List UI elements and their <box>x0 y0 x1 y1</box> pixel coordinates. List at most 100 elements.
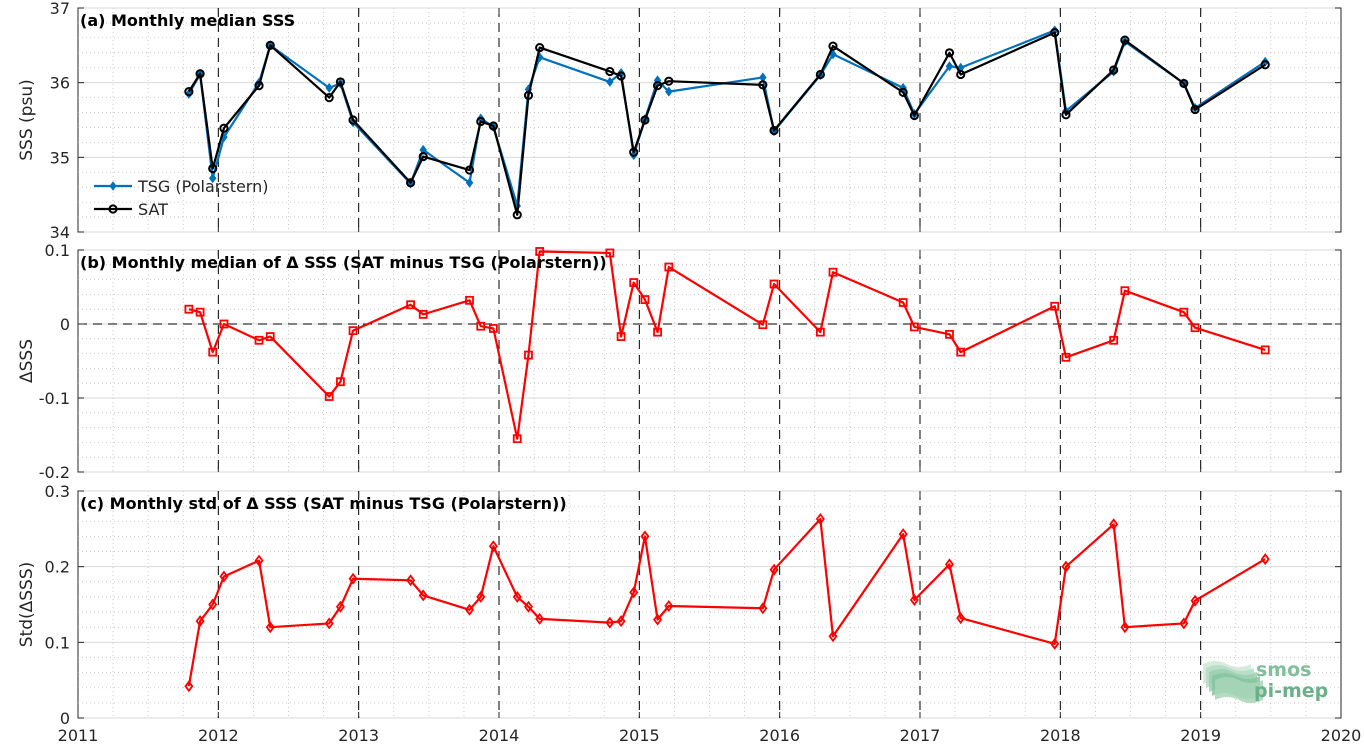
y-axis-label: Std(ΔSSS) <box>17 562 37 648</box>
legend-marker <box>109 181 117 191</box>
data-point <box>769 125 779 136</box>
data-point <box>324 93 334 103</box>
data-point <box>1109 65 1119 75</box>
data-point <box>535 247 545 256</box>
data-point <box>1120 35 1130 45</box>
data-point <box>265 40 275 50</box>
y-tick-label: 34 <box>50 223 70 242</box>
data-point <box>1179 307 1189 317</box>
data-point <box>956 69 966 80</box>
data-point <box>1190 104 1200 115</box>
panel-title: (a) Monthly median SSS <box>80 11 295 30</box>
x-tick-label: 2012 <box>198 726 239 745</box>
y-tick-label: 37 <box>50 0 70 18</box>
y-tick-label: 35 <box>50 148 70 167</box>
panel-c: 0 0.1 0.2 0.3 Std(ΔSSS) (c) Monthly std of Δ … <box>17 482 1342 728</box>
data-point <box>944 48 955 58</box>
data-point <box>815 327 825 337</box>
data-point <box>184 680 194 693</box>
data-point <box>828 630 838 643</box>
panel-title: (b) Monthly median of Δ SSS (SAT minus T… <box>80 253 607 272</box>
data-point <box>1061 560 1071 573</box>
data-point <box>195 307 205 317</box>
data-point <box>405 178 416 188</box>
data-point <box>254 554 264 567</box>
data-point <box>265 332 275 341</box>
legend-marker <box>108 204 118 214</box>
data-point <box>653 327 662 337</box>
data-point <box>909 593 919 606</box>
data-point <box>898 298 908 307</box>
data-point <box>208 173 217 184</box>
data-point <box>758 320 768 330</box>
data-point <box>664 262 674 272</box>
data-point <box>524 350 533 360</box>
x-tick-label: 2017 <box>900 726 941 745</box>
x-tick-label: 2015 <box>619 726 660 745</box>
data-point <box>629 147 639 157</box>
data-point <box>208 347 218 357</box>
panel-title: (c) Monthly std of Δ SSS (SAT minus TSG … <box>80 494 567 513</box>
data-point <box>336 377 345 387</box>
data-point <box>815 512 825 525</box>
data-point <box>465 603 475 616</box>
data-point <box>605 66 615 77</box>
data-point <box>219 570 229 583</box>
data-point <box>629 586 639 599</box>
data-point <box>476 590 486 603</box>
data-point <box>219 123 229 133</box>
data-point <box>944 558 954 571</box>
data-point <box>652 81 663 91</box>
data-point <box>184 304 194 314</box>
data-point <box>945 61 954 72</box>
y-tick-label: 0.2 <box>45 558 70 577</box>
data-point <box>909 110 919 121</box>
x-tick-label: 2013 <box>338 726 379 745</box>
data-point <box>335 600 345 613</box>
x-tick-label: 2016 <box>759 726 800 745</box>
y-axis-label: ΔSSS <box>17 339 37 383</box>
data-point <box>1190 323 1200 333</box>
data-point <box>335 77 346 87</box>
y-tick-label: -0.1 <box>39 389 70 408</box>
data-point <box>325 82 333 93</box>
data-point <box>324 617 334 630</box>
data-point <box>512 590 522 603</box>
data-point <box>488 121 498 131</box>
data-point <box>1120 286 1130 296</box>
data-point <box>640 115 650 125</box>
y-tick-label: 0.1 <box>45 633 70 652</box>
data-point <box>418 589 428 602</box>
data-point <box>184 87 194 97</box>
data-point <box>629 278 639 287</box>
data-point <box>640 295 650 304</box>
panel-frame <box>77 490 1342 719</box>
data-point <box>605 616 615 629</box>
data-point <box>1061 110 1071 120</box>
data-point <box>665 86 673 97</box>
logo-wave-icon <box>1215 677 1263 703</box>
data-point <box>195 615 205 628</box>
data-point <box>769 563 779 576</box>
data-point <box>616 332 626 341</box>
data-point <box>1050 301 1060 311</box>
data-point <box>606 76 614 87</box>
data-point <box>605 248 615 258</box>
data-point <box>1109 335 1119 345</box>
data-point <box>828 41 838 51</box>
data-point <box>945 329 954 339</box>
data-point <box>1050 637 1060 650</box>
data-point <box>488 324 498 333</box>
data-point <box>406 300 415 310</box>
data-point <box>348 326 358 336</box>
data-point <box>640 530 650 543</box>
data-point <box>956 347 966 357</box>
data-point <box>653 613 663 626</box>
data-point <box>476 116 486 127</box>
data-point <box>195 69 205 79</box>
data-point <box>512 210 522 220</box>
data-point <box>828 267 838 277</box>
y-tick-label: 0.3 <box>45 482 70 501</box>
data-point <box>464 165 475 175</box>
